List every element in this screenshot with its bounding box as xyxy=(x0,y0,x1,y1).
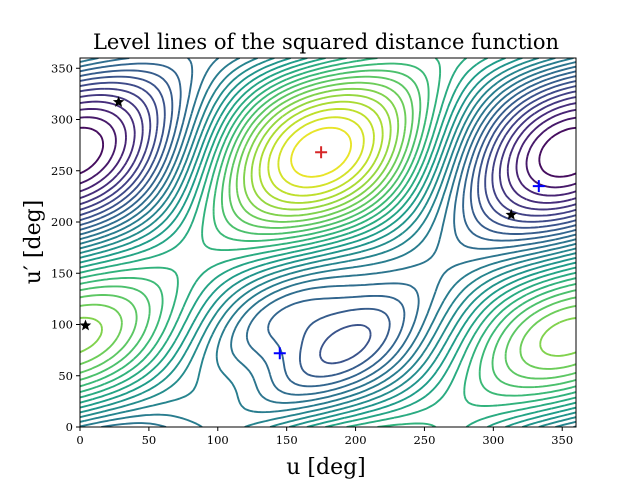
y-axis-ticks: 0 50 100 150 200 250 300 350 xyxy=(51,61,80,434)
contour-lines xyxy=(80,58,576,427)
contour-line xyxy=(80,62,576,388)
contour-line xyxy=(80,58,576,427)
plot-frame xyxy=(79,57,577,428)
contour-line xyxy=(80,69,576,378)
x-tick-label: 100 xyxy=(207,433,229,447)
x-tick-label: 350 xyxy=(551,433,573,447)
x-tick-label: 300 xyxy=(482,433,504,447)
y-tick-label: 300 xyxy=(51,113,73,127)
x-tick-label: 50 xyxy=(142,433,157,447)
saddle-plus-marker xyxy=(532,180,545,193)
x-tick-label: 200 xyxy=(345,433,367,447)
contour-line xyxy=(80,75,576,380)
contour-line xyxy=(80,58,576,427)
contour-line xyxy=(80,126,576,178)
y-tick-label: 50 xyxy=(58,369,73,383)
contour-line xyxy=(80,69,576,389)
y-tick-label: 0 xyxy=(66,420,73,434)
contour-line xyxy=(80,75,576,365)
critical-point-markers xyxy=(80,96,545,360)
contour-line xyxy=(80,58,576,427)
y-tick-label: 150 xyxy=(51,266,73,280)
contour-line xyxy=(80,87,576,217)
contour-line xyxy=(250,94,392,211)
contour-line xyxy=(80,81,576,370)
x-axis-title: u [deg] xyxy=(286,455,366,480)
x-tick-label: 150 xyxy=(276,433,298,447)
contour-line xyxy=(277,116,365,189)
y-tick-label: 350 xyxy=(51,61,73,75)
contour-line xyxy=(80,107,576,197)
contour-line xyxy=(80,62,576,397)
y-axis-title: u′ [deg] xyxy=(21,200,46,285)
minimum-star-marker xyxy=(505,208,517,220)
contour-line xyxy=(258,100,384,204)
minimum-star-marker xyxy=(112,96,125,107)
chart-title: Level lines of the squared distance func… xyxy=(93,30,559,54)
y-tick-label: 200 xyxy=(51,215,73,229)
contour-line xyxy=(290,126,353,178)
contour-line xyxy=(267,107,375,197)
contour-line xyxy=(80,87,576,357)
contour-line xyxy=(80,81,576,223)
x-tick-label: 0 xyxy=(76,433,83,447)
contour-line xyxy=(80,116,576,189)
contour-line xyxy=(80,94,576,211)
saddle-plus-marker xyxy=(273,347,286,360)
y-tick-label: 250 xyxy=(51,164,73,178)
x-tick-label: 250 xyxy=(413,433,435,447)
contour-line xyxy=(80,58,576,396)
minimum-star-marker xyxy=(80,319,92,331)
contour-line xyxy=(80,100,576,204)
y-tick-label: 100 xyxy=(51,318,73,332)
x-axis-ticks: 0 50 100 150 200 250 300 350 xyxy=(76,427,573,447)
maximum-plus-marker xyxy=(315,146,328,159)
